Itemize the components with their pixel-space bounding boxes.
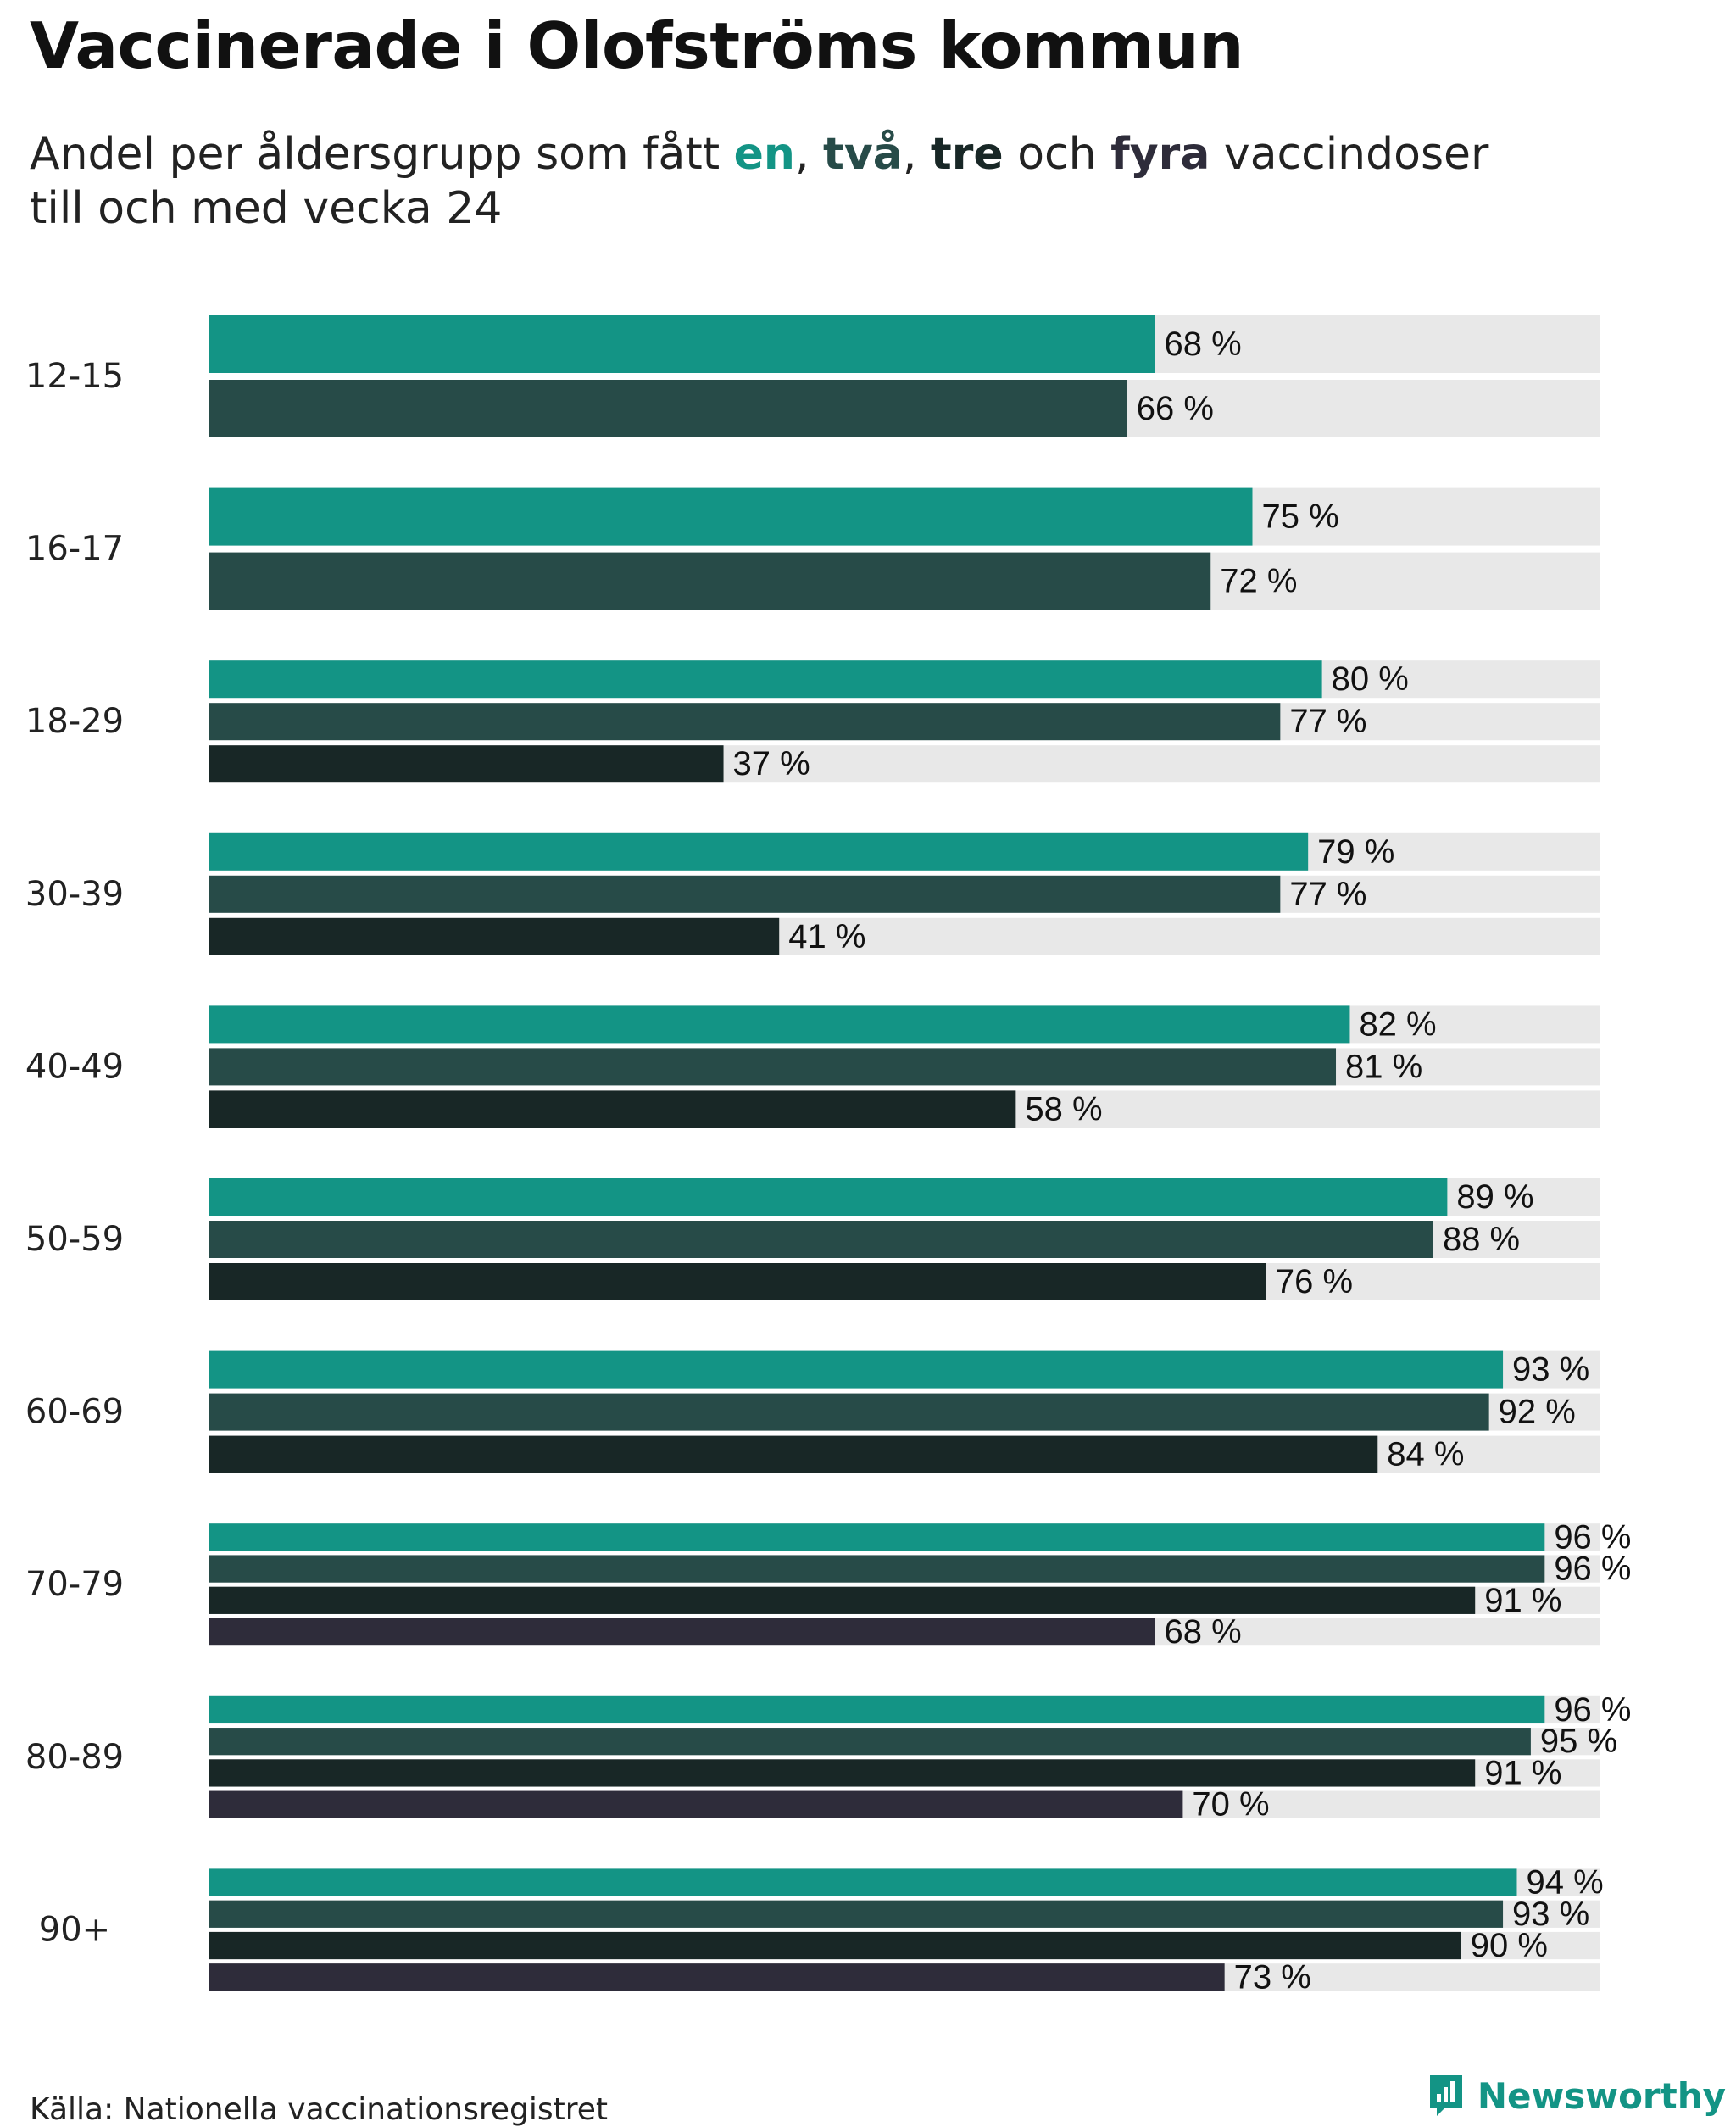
bar-dose-one — [209, 832, 1309, 871]
age-group-label: 16-17 — [25, 530, 124, 569]
age-group-label: 70-79 — [25, 1565, 124, 1604]
bar-dose-two — [209, 1048, 1337, 1086]
value-label: 68 % — [1165, 326, 1242, 363]
value-label: 80 % — [1332, 660, 1409, 698]
bar-dose-one — [209, 1350, 1504, 1389]
bar-dose-three — [209, 1263, 1266, 1300]
value-label: 96 % — [1554, 1551, 1631, 1588]
value-label: 76 % — [1276, 1263, 1353, 1300]
bar-dose-two — [209, 1555, 1545, 1583]
brand-name: Newsworthy — [1477, 2074, 1726, 2117]
subtitle-dose-one: en — [733, 129, 795, 180]
bar-dose-three — [209, 1759, 1476, 1787]
subtitle-separator: , — [902, 129, 931, 180]
value-label: 66 % — [1137, 390, 1214, 427]
bar-chart: 12-15 68 % 66 % 16-17 75 % 72 % 18-29 80 % 77 % 3… — [25, 315, 1631, 1996]
value-label: 92 % — [1499, 1394, 1576, 1431]
bar-dose-two — [209, 1221, 1433, 1258]
value-label: 77 % — [1289, 876, 1366, 913]
value-label: 93 % — [1512, 1351, 1589, 1389]
bar-dose-one — [209, 315, 1155, 373]
value-label: 94 % — [1526, 1864, 1603, 1901]
bar-dose-one — [209, 660, 1322, 699]
bar-dose-one — [209, 1868, 1517, 1896]
bar-dose-one — [209, 1178, 1448, 1216]
value-label: 82 % — [1359, 1005, 1436, 1043]
bar-dose-three — [209, 917, 780, 955]
age-group-label: 60-69 — [25, 1393, 124, 1432]
subtitle-prefix: Andel per åldersgrupp som fått — [30, 129, 734, 180]
age-group-label: 50-59 — [25, 1220, 124, 1259]
value-label: 96 % — [1554, 1518, 1631, 1556]
chart-subtitle: Andel per åldersgrupp som fått en, två, … — [30, 127, 1640, 236]
newsworthy-logo-icon — [1429, 2075, 1462, 2116]
bar-dose-two — [209, 875, 1281, 913]
bar-dose-two — [209, 380, 1127, 437]
value-label: 79 % — [1317, 833, 1394, 871]
value-label: 89 % — [1456, 1178, 1533, 1216]
bar-dose-two — [209, 703, 1281, 741]
age-group-label: 80-89 — [25, 1738, 124, 1777]
bar-dose-two — [209, 1900, 1504, 1928]
newsworthy-logo: Newsworthy — [1427, 2072, 1726, 2119]
bar-dose-three — [209, 1435, 1378, 1473]
value-label: 70 % — [1192, 1786, 1269, 1824]
value-label: 93 % — [1512, 1896, 1589, 1933]
value-label: 68 % — [1165, 1613, 1242, 1651]
value-label: 77 % — [1289, 703, 1366, 740]
subtitle-suffix: vaccindoser — [1210, 129, 1489, 180]
age-group-label: 90+ — [39, 1910, 110, 1949]
bar-dose-three — [209, 1586, 1476, 1614]
chart-title: Vaccinerade i Olofströms kommun — [30, 8, 1244, 83]
age-group-label: 18-29 — [25, 702, 124, 741]
bar-dose-one — [209, 1695, 1545, 1724]
bar-dose-two — [209, 1393, 1489, 1431]
subtitle-dose-four: fyra — [1110, 129, 1210, 180]
source-note: Källa: Nationella vaccinationsregistret — [30, 2092, 608, 2127]
value-label: 41 % — [788, 918, 865, 955]
subtitle-separator: och — [1003, 129, 1111, 180]
bar-dose-three — [209, 745, 724, 783]
value-label: 84 % — [1387, 1436, 1464, 1473]
bar-dose-three — [209, 1931, 1461, 1960]
bar-dose-four — [209, 1790, 1183, 1818]
value-label: 37 % — [733, 745, 810, 782]
value-label: 81 % — [1345, 1048, 1422, 1085]
value-label: 73 % — [1234, 1958, 1311, 1996]
age-group-label: 30-39 — [25, 875, 124, 914]
value-label: 95 % — [1540, 1723, 1617, 1760]
bar-dose-one — [209, 1523, 1545, 1551]
value-label: 58 % — [1025, 1090, 1102, 1128]
value-label: 75 % — [1262, 498, 1339, 536]
subtitle-dose-two: två — [823, 129, 903, 180]
age-group-label: 40-49 — [25, 1047, 124, 1086]
bar-dose-two — [209, 552, 1211, 610]
bar-dose-four — [209, 1963, 1225, 1991]
value-label: 91 % — [1484, 1754, 1561, 1791]
subtitle-dose-three: tre — [930, 129, 1004, 180]
value-label: 96 % — [1554, 1691, 1631, 1729]
subtitle-separator: , — [794, 129, 824, 180]
value-label: 72 % — [1220, 563, 1297, 600]
bar-dose-one — [209, 1005, 1350, 1044]
subtitle-line-two: till och med vecka 24 — [30, 183, 503, 234]
age-group-label: 12-15 — [25, 357, 124, 396]
value-label: 90 % — [1471, 1927, 1548, 1964]
value-label: 91 % — [1484, 1582, 1561, 1619]
bar-dose-one — [209, 487, 1253, 546]
bar-dose-three — [209, 1090, 1016, 1128]
bar-dose-two — [209, 1728, 1531, 1756]
value-label: 88 % — [1443, 1221, 1520, 1258]
bar-dose-four — [209, 1618, 1155, 1646]
